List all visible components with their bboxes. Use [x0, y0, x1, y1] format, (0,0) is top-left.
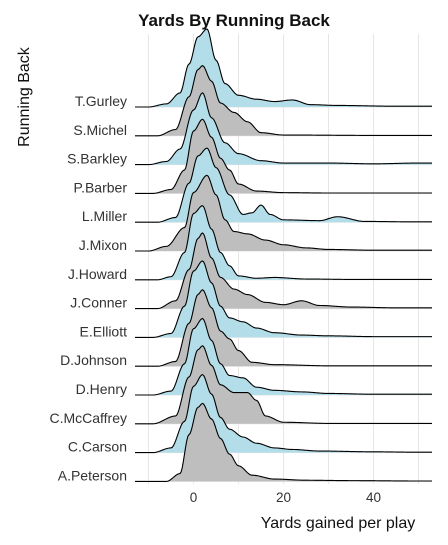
category-labels: T.Gurley S.Michel S.Barkley P.Barber L.Mille… [49, 93, 127, 483]
category-label: D.Johnson [60, 352, 127, 368]
category-label: S.Barkley [67, 151, 127, 167]
ridges-group [135, 28, 432, 482]
ridge-line-d-henry [135, 317, 432, 396]
category-label: D.Henry [76, 381, 127, 397]
ridge-fill-a-peterson [135, 403, 432, 482]
category-label: A.Peterson [58, 467, 127, 483]
category-label: J.Mixon [79, 237, 127, 253]
ridge-line-a-peterson [135, 402, 432, 482]
y-axis-title: Running Back [16, 46, 33, 147]
x-tick-label: 20 [276, 490, 291, 505]
category-label: L.Miller [82, 208, 127, 224]
chart-title: Yards By Running Back [138, 11, 330, 30]
x-axis-title: Yards gained per play [261, 515, 415, 532]
ridge-line-j-howard [135, 205, 432, 281]
ridge-line-e-elliott [135, 260, 432, 338]
x-tick-label: 0 [190, 490, 198, 505]
ridge-line-c-carson [135, 373, 432, 454]
category-label: T.Gurley [75, 93, 127, 109]
x-tick-label: 40 [366, 490, 381, 505]
category-label: J.Howard [68, 266, 127, 282]
ridge-line-c-mccaffrey [135, 345, 432, 425]
ridge-line-l-miller [135, 147, 432, 223]
category-label: C.Carson [68, 439, 127, 455]
ridge-line-t-gurley [135, 28, 432, 108]
ridge-line-j-mixon [135, 174, 432, 252]
category-label: E.Elliott [80, 323, 128, 339]
ridge-line-s-barkley [135, 92, 432, 166]
ridge-line-j-conner [135, 232, 432, 310]
category-label: P.Barber [74, 179, 128, 195]
category-label: J.Conner [70, 295, 127, 311]
ridge-line-s-michel [135, 64, 432, 137]
x-tick-labels: 0 20 40 [190, 490, 381, 505]
ridge-line-p-barber [135, 118, 432, 194]
category-label: S.Michel [73, 122, 127, 138]
ridge-line-d-johnson [135, 289, 432, 367]
category-label: C.McCaffrey [49, 410, 127, 426]
